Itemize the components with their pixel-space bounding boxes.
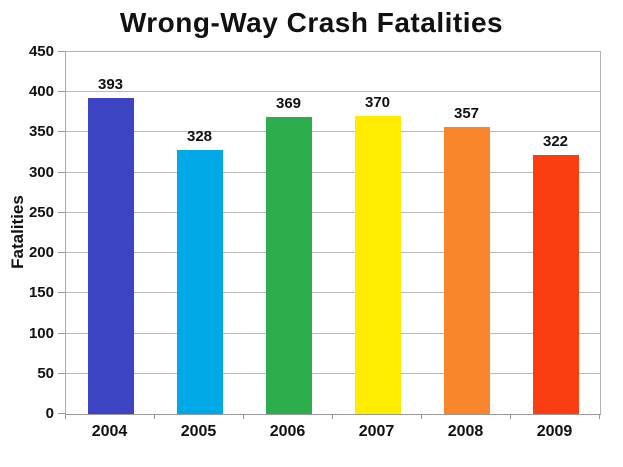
bar-value-label-2008: 357 — [453, 104, 480, 122]
gridline-400 — [66, 91, 600, 93]
x-tick-3 — [332, 414, 333, 419]
y-tick-300 — [58, 171, 65, 173]
gridline-250 — [66, 211, 600, 213]
x-tick-5 — [510, 414, 511, 419]
gridline-200 — [66, 252, 600, 254]
y-tick-label-350: 350 — [28, 123, 54, 141]
plot-area: 393 328 369 370 357 322 — [65, 51, 601, 415]
y-tick-250 — [58, 211, 65, 213]
x-category-label-2007: 2007 — [358, 423, 395, 440]
y-tick-label-400: 400 — [28, 83, 54, 101]
x-category-label-2004: 2004 — [91, 423, 128, 440]
y-tick-100 — [58, 332, 65, 334]
y-tick-label-0: 0 — [45, 405, 54, 422]
y-tick-150 — [58, 292, 65, 294]
x-tick-4 — [421, 414, 422, 419]
x-tick-0 — [65, 414, 66, 419]
x-category-label-2005: 2005 — [180, 423, 217, 440]
y-tick-50 — [58, 372, 65, 374]
y-tick-label-300: 300 — [28, 163, 54, 181]
y-tick-label-450: 450 — [28, 43, 54, 60]
bar-value-label-2006: 369 — [275, 95, 302, 113]
y-tick-label-250: 250 — [28, 203, 54, 221]
gridline-300 — [66, 171, 600, 173]
bar-value-label-2007: 370 — [364, 94, 391, 112]
bar-2008 — [443, 126, 490, 414]
x-tick-6 — [599, 414, 600, 419]
y-tick-label-50: 50 — [37, 364, 54, 382]
gridline-50 — [66, 372, 600, 374]
chart-title: Wrong-Way Crash Fatalities — [119, 7, 504, 38]
bar-value-label-2005: 328 — [186, 128, 213, 146]
bar-value-label-2004: 393 — [97, 75, 124, 93]
y-tick-label-100: 100 — [28, 324, 54, 342]
bar-value-label-2009: 322 — [542, 132, 569, 150]
bar-2009 — [532, 154, 579, 414]
y-tick-400 — [58, 91, 65, 93]
gridline-350 — [66, 131, 600, 133]
x-category-label-2008: 2008 — [447, 423, 484, 440]
y-tick-0 — [58, 413, 65, 414]
y-tick-450 — [58, 51, 65, 52]
y-tick-350 — [58, 131, 65, 133]
y-tick-label-200: 200 — [28, 244, 54, 262]
x-category-label-2006: 2006 — [269, 423, 306, 440]
x-category-label-2009: 2009 — [536, 423, 573, 440]
y-tick-label-150: 150 — [28, 284, 54, 302]
bar-2007 — [354, 116, 401, 414]
gridline-150 — [66, 292, 600, 294]
bar-2006 — [265, 117, 312, 414]
gridline-100 — [66, 332, 600, 334]
x-tick-2 — [243, 414, 244, 419]
x-tick-1 — [154, 414, 155, 419]
y-tick-200 — [58, 252, 65, 254]
bar-2004 — [87, 97, 134, 414]
bar-2005 — [176, 150, 223, 414]
